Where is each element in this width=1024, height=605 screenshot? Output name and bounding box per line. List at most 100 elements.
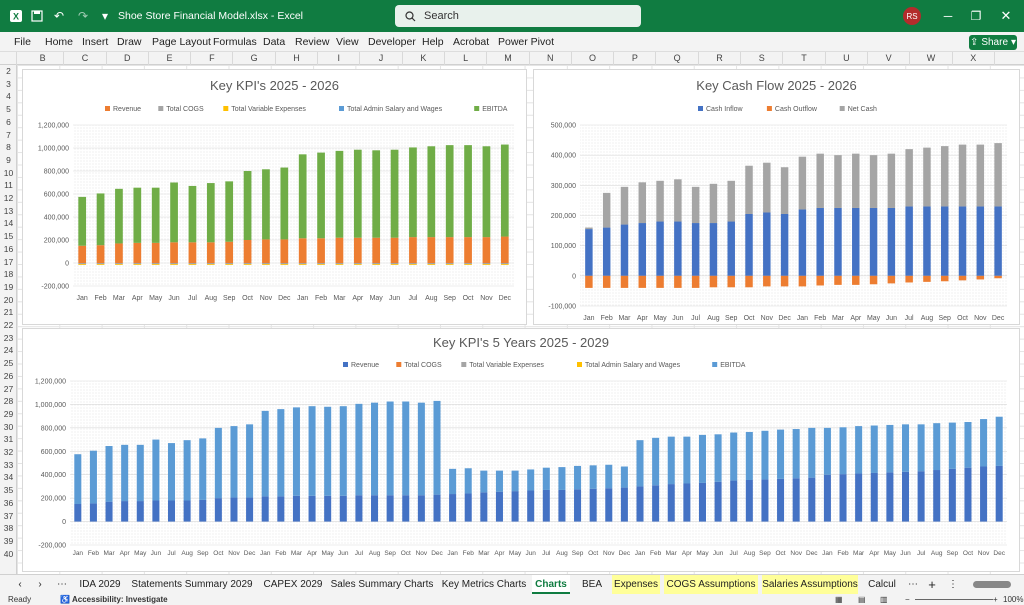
column-header-w[interactable]: W xyxy=(910,52,953,65)
sheet-tab-expenses[interactable]: Expenses xyxy=(612,575,660,594)
column-header-l[interactable]: L xyxy=(445,52,488,65)
row-header-12[interactable]: 12 xyxy=(3,193,14,203)
row-header-25[interactable]: 25 xyxy=(3,358,14,369)
row-header-29[interactable]: 29 xyxy=(3,408,14,419)
sheet-tab-calcul[interactable]: Calcul xyxy=(868,579,896,590)
column-header-d[interactable]: D xyxy=(107,52,149,65)
row-header-32[interactable]: 32 xyxy=(3,447,14,457)
row-header-8[interactable]: 8 xyxy=(6,142,11,153)
save-icon[interactable] xyxy=(28,0,46,32)
column-header-n[interactable]: N xyxy=(530,52,572,65)
row-header-30[interactable]: 30 xyxy=(3,421,14,432)
row-header-33[interactable]: 33 xyxy=(3,459,14,470)
row-header-10[interactable]: 10 xyxy=(3,167,14,178)
row-header-3[interactable]: 3 xyxy=(6,78,11,89)
row-header-37[interactable]: 37 xyxy=(3,510,14,521)
menu-formulas[interactable]: Formulas xyxy=(213,36,257,48)
column-header-t[interactable]: T xyxy=(783,52,826,65)
sheet-tab-salaries-assumptions[interactable]: Salaries Assumptions xyxy=(762,575,858,594)
row-header-9[interactable]: 9 xyxy=(6,154,11,165)
share-button[interactable]: ⇪ Share ▾ xyxy=(969,35,1017,50)
minimize-icon[interactable]: ─ xyxy=(943,9,953,23)
menu-home[interactable]: Home xyxy=(45,36,74,48)
row-header-23[interactable]: 23 xyxy=(3,332,14,343)
row-header-34[interactable]: 34 xyxy=(3,472,14,483)
search-box[interactable]: Search xyxy=(395,5,641,27)
column-header-x[interactable]: X xyxy=(953,52,995,65)
horizontal-scrollbar[interactable] xyxy=(963,575,1019,594)
tab-scroll-left-icon[interactable]: ‹ xyxy=(18,579,22,590)
scrollbar-thumb[interactable] xyxy=(973,581,1011,588)
more-tabs-right-icon[interactable]: ⋯ xyxy=(908,579,918,590)
menu-help[interactable]: Help xyxy=(422,36,444,48)
zoom-in-icon[interactable]: + xyxy=(993,595,998,604)
zoom-slider[interactable] xyxy=(915,599,993,600)
row-header-40[interactable]: 40 xyxy=(3,548,14,559)
chart-key-cash-flow-2025-2026[interactable]: Key Cash Flow 2025 - 2026 Cash Inflow Cash… xyxy=(533,69,1020,325)
add-sheet-icon[interactable]: + xyxy=(928,577,936,592)
row-header-36[interactable]: 36 xyxy=(3,497,14,508)
row-header-22[interactable]: 22 xyxy=(3,320,14,330)
sheet-options-icon[interactable]: ⋮ xyxy=(948,579,958,590)
page-layout-view-icon[interactable]: ▤ xyxy=(858,595,866,604)
menu-file[interactable]: File xyxy=(14,36,31,48)
sheet-tab-statements-summary-2029[interactable]: Statements Summary 2029 xyxy=(131,579,253,590)
row-header-20[interactable]: 20 xyxy=(3,294,14,305)
sheet-tab-key-metrics-charts[interactable]: Key Metrics Charts xyxy=(441,579,527,590)
column-header-o[interactable]: O xyxy=(572,52,615,65)
menu-review[interactable]: Review xyxy=(295,36,330,48)
column-header-h[interactable]: H xyxy=(276,52,319,65)
column-header-k[interactable]: K xyxy=(403,52,445,65)
row-header-17[interactable]: 17 xyxy=(3,256,14,267)
column-header-p[interactable]: P xyxy=(614,52,657,65)
menu-power-pivot[interactable]: Power Pivot xyxy=(498,36,555,48)
menu-page-layout[interactable]: Page Layout xyxy=(152,36,211,48)
sheet-tab-capex-2029[interactable]: CAPEX 2029 xyxy=(263,579,323,590)
sheet-tab-cogs-assumptions[interactable]: COGS Assumptions xyxy=(664,575,758,594)
row-header-19[interactable]: 19 xyxy=(3,281,14,292)
sheet-tab-charts[interactable]: Charts xyxy=(532,575,570,594)
more-tabs-icon[interactable]: ⋯ xyxy=(57,579,67,590)
menu-acrobat[interactable]: Acrobat xyxy=(453,36,490,48)
row-header-35[interactable]: 35 xyxy=(3,485,14,496)
menu-view[interactable]: View xyxy=(336,36,359,48)
row-header-14[interactable]: 14 xyxy=(3,218,14,229)
sheet-tab-bea[interactable]: BEA xyxy=(581,579,602,590)
row-header-21[interactable]: 21 xyxy=(3,307,14,318)
column-header-u[interactable]: U xyxy=(826,52,868,65)
row-header-7[interactable]: 7 xyxy=(6,129,11,140)
column-header-e[interactable]: E xyxy=(149,52,192,65)
row-header-26[interactable]: 26 xyxy=(3,370,14,381)
sheet-tab-sales-summary-charts[interactable]: Sales Summary Charts xyxy=(330,579,434,590)
menu-data[interactable]: Data xyxy=(263,36,286,48)
row-header-31[interactable]: 31 xyxy=(3,434,14,445)
column-header-b[interactable]: B xyxy=(22,52,65,65)
row-header-6[interactable]: 6 xyxy=(6,116,11,127)
column-header-m[interactable]: M xyxy=(487,52,530,65)
restore-icon[interactable]: ❐ xyxy=(970,9,982,23)
normal-view-icon[interactable]: ▦ xyxy=(835,595,843,604)
column-header-s[interactable]: S xyxy=(741,52,784,65)
select-all-corner[interactable] xyxy=(0,52,17,65)
customize-toolbar-icon[interactable]: ▾ xyxy=(101,9,109,23)
row-header-4[interactable]: 4 xyxy=(6,91,11,102)
row-header-16[interactable]: 16 xyxy=(3,243,14,254)
column-header-c[interactable]: C xyxy=(64,52,107,65)
menu-draw[interactable]: Draw xyxy=(117,36,142,48)
row-header-15[interactable]: 15 xyxy=(3,231,14,242)
tab-scroll-right-icon[interactable]: › xyxy=(38,579,42,590)
row-header-18[interactable]: 18 xyxy=(3,269,14,280)
chart-key-kpis-5-years[interactable]: Key KPI's 5 Years 2025 - 2029 Revenue Tota… xyxy=(22,328,1020,572)
row-header-5[interactable]: 5 xyxy=(6,104,11,115)
row-header-28[interactable]: 28 xyxy=(3,396,14,407)
page-break-view-icon[interactable]: ▥ xyxy=(880,595,888,604)
column-header-i[interactable]: I xyxy=(318,52,361,65)
row-header-13[interactable]: 13 xyxy=(3,205,14,216)
close-icon[interactable]: ✕ xyxy=(1000,8,1012,23)
row-header-27[interactable]: 27 xyxy=(3,383,14,394)
redo-icon[interactable]: ↷ xyxy=(77,9,89,23)
column-header-j[interactable]: J xyxy=(360,52,403,65)
column-header-f[interactable]: F xyxy=(191,52,234,65)
undo-icon[interactable]: ↶ xyxy=(53,9,65,23)
menu-insert[interactable]: Insert xyxy=(82,36,109,48)
